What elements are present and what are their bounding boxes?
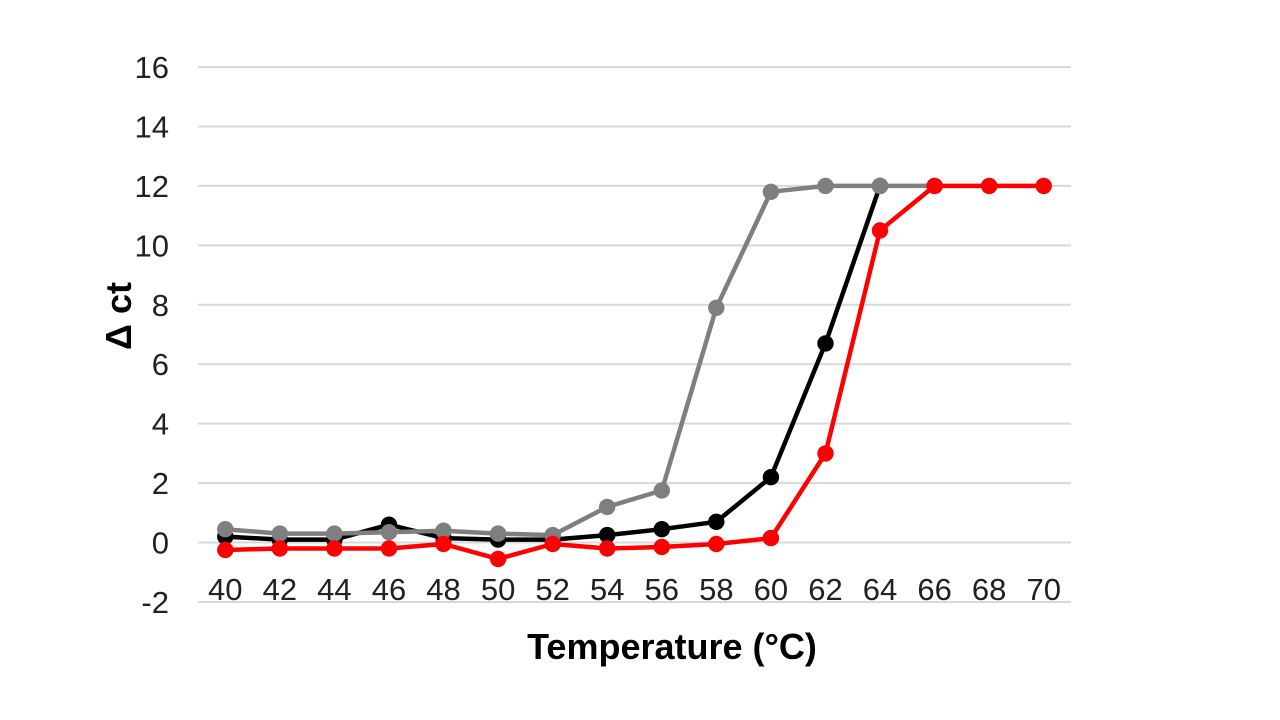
y-axis-tick-label: 6 [152, 347, 169, 382]
y-axis-tick-label: 4 [152, 407, 169, 442]
data-point-marker-red [435, 535, 452, 553]
series-layer [217, 177, 1052, 568]
data-point-marker-black [762, 469, 780, 486]
y-axis-tick-label: 10 [135, 228, 169, 263]
data-point-marker-gray [326, 525, 343, 542]
data-point-marker-red [1035, 177, 1052, 195]
data-point-marker-red [599, 540, 616, 557]
y-axis-tick-label: -2 [141, 585, 169, 620]
x-axis-tick-label: 64 [863, 572, 897, 607]
data-point-marker-gray [380, 524, 398, 541]
data-point-marker-red [653, 538, 670, 556]
x-axis-title: Temperature (°C) [527, 626, 817, 667]
x-axis-tick-label: 54 [590, 572, 624, 607]
data-point-marker-red [217, 541, 234, 559]
x-axis-tick-label: 40 [208, 572, 242, 607]
data-point-marker-gray [435, 522, 452, 539]
x-axis-tick-label: 48 [426, 572, 460, 607]
data-point-marker-gray [871, 177, 889, 195]
data-point-marker-red [926, 177, 943, 195]
x-axis-tick-label: 70 [1026, 572, 1060, 607]
data-point-marker-red [762, 529, 780, 547]
data-point-marker-black [708, 513, 725, 530]
x-axis-tick-label: 58 [699, 572, 733, 607]
y-axis-tick-label: 14 [135, 109, 169, 144]
data-point-marker-gray [599, 498, 616, 516]
y-axis-title: Δ ct [98, 282, 139, 350]
data-point-marker-gray [653, 482, 670, 499]
data-point-marker-black [599, 526, 616, 544]
gridlines-layer [198, 66, 1071, 603]
series-line-red [223, 183, 1046, 562]
data-point-marker-gray [817, 177, 834, 195]
data-point-marker-red [708, 535, 725, 553]
x-axis-tick-label: 46 [372, 572, 406, 607]
data-point-marker-red [326, 540, 343, 557]
data-point-marker-black [817, 335, 834, 352]
data-point-marker-red [271, 540, 288, 557]
data-point-marker-gray [271, 525, 288, 542]
data-point-marker-red [817, 445, 834, 462]
data-point-marker-red [871, 222, 889, 239]
data-point-marker-gray [489, 525, 507, 542]
x-axis-tick-label: 68 [972, 572, 1006, 607]
x-axis-tick-label: 60 [754, 572, 788, 607]
x-axis-tick-label: 44 [317, 572, 351, 607]
data-point-marker-red [489, 550, 507, 568]
y-axis-tick-label: 8 [152, 288, 169, 323]
x-axis-tick-label: 52 [535, 572, 569, 607]
y-axis-tick-label: 16 [135, 50, 169, 85]
x-axis-tick-label: 42 [263, 572, 297, 607]
data-point-marker-red [380, 540, 398, 557]
x-axis-tick-label: 62 [808, 572, 842, 607]
data-point-marker-gray [762, 183, 780, 200]
data-point-marker-gray [708, 299, 725, 316]
y-axis-tick-label: 12 [135, 169, 169, 204]
data-point-marker-red [544, 535, 561, 553]
y-axis-tick-label: 0 [152, 526, 169, 561]
data-point-marker-gray [217, 521, 234, 538]
x-axis-tick-label: 56 [645, 572, 679, 607]
y-axis-tick-label: 2 [152, 466, 169, 501]
data-point-marker-red [981, 177, 998, 195]
x-axis-tick-label: 66 [917, 572, 951, 607]
series-line-gray [223, 183, 937, 538]
data-point-marker-black [653, 521, 670, 538]
x-axis-tick-label: 50 [481, 572, 515, 607]
series-line-black [223, 183, 883, 542]
